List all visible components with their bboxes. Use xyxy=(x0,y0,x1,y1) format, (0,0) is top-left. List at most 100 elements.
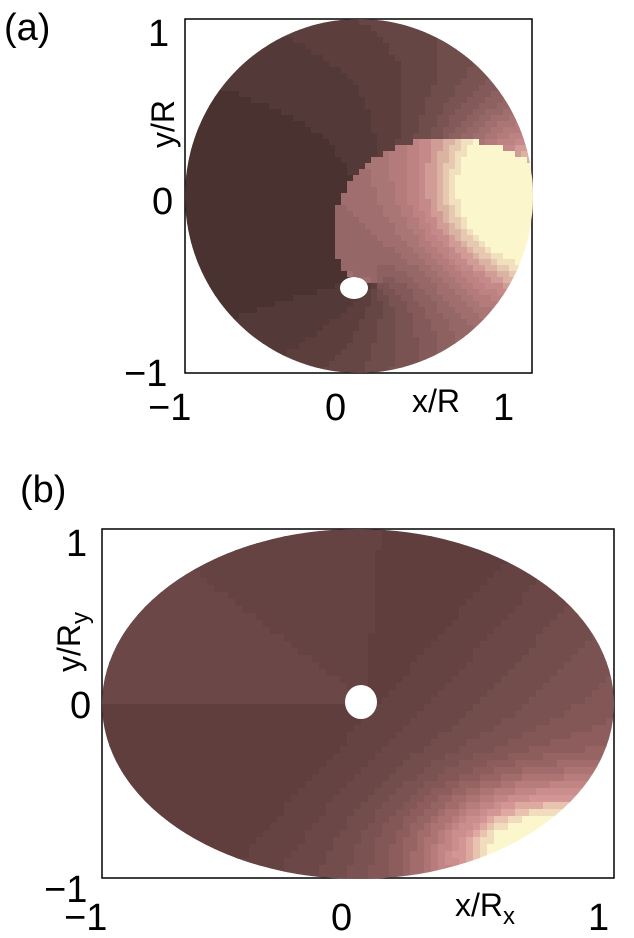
field-cell xyxy=(368,557,376,565)
field-cell xyxy=(550,641,558,649)
field-cell xyxy=(359,343,366,350)
field-cell xyxy=(419,331,426,338)
field-cell xyxy=(209,193,216,200)
field-cell xyxy=(564,613,572,621)
field-cell xyxy=(491,193,498,200)
field-cell xyxy=(299,211,306,218)
field-cell xyxy=(144,620,152,628)
field-cell xyxy=(311,217,318,224)
field-cell xyxy=(123,641,131,649)
field-cell xyxy=(305,543,313,551)
field-cell xyxy=(461,325,468,332)
field-cell xyxy=(293,199,300,206)
field-cell xyxy=(275,151,282,158)
field-cell xyxy=(592,669,600,677)
field-cell xyxy=(359,79,366,86)
field-cell xyxy=(410,571,418,579)
field-cell xyxy=(564,655,572,663)
field-cell xyxy=(245,157,252,164)
field-cell xyxy=(494,641,502,649)
field-cell xyxy=(221,223,228,230)
field-cell xyxy=(459,557,467,565)
field-cell xyxy=(209,211,216,218)
field-cell xyxy=(497,277,504,284)
field-cell xyxy=(371,205,378,212)
field-cell xyxy=(305,73,312,80)
field-cell xyxy=(353,199,360,206)
field-cell xyxy=(467,199,474,206)
field-cell xyxy=(284,662,292,670)
field-cell xyxy=(467,241,474,248)
field-cell xyxy=(347,121,354,128)
field-cell xyxy=(494,592,502,600)
field-cell xyxy=(200,634,208,642)
field-cell xyxy=(403,669,411,677)
field-cell xyxy=(209,109,216,116)
field-cell xyxy=(341,19,348,26)
field-cell xyxy=(299,331,306,338)
field-cell xyxy=(479,127,486,134)
field-cell xyxy=(263,325,270,332)
field-cell xyxy=(172,599,180,607)
field-cell xyxy=(431,634,439,642)
field-cell xyxy=(485,127,492,134)
field-cell xyxy=(311,331,318,338)
field-cell xyxy=(191,175,198,182)
field-cell xyxy=(193,592,201,600)
field-cell xyxy=(413,97,420,104)
field-cell xyxy=(179,592,187,600)
field-cell xyxy=(521,175,528,182)
field-cell xyxy=(508,578,516,586)
field-cell xyxy=(550,627,558,635)
field-cell xyxy=(461,139,468,146)
field-cell xyxy=(479,277,486,284)
field-cell xyxy=(221,655,229,663)
field-cell xyxy=(203,193,210,200)
field-cell xyxy=(466,578,474,586)
field-cell xyxy=(209,241,216,248)
field-cell xyxy=(383,139,390,146)
field-cell xyxy=(116,648,124,656)
field-cell xyxy=(221,662,229,670)
field-cell xyxy=(473,175,480,182)
field-cell xyxy=(305,301,312,308)
field-cell xyxy=(529,613,537,621)
field-cell xyxy=(485,181,492,188)
field-cell xyxy=(443,313,450,320)
field-cell xyxy=(291,543,299,551)
field-cell xyxy=(491,85,498,92)
field-cell xyxy=(445,571,453,579)
field-cell xyxy=(209,133,216,140)
field-cell xyxy=(564,648,572,656)
field-cell xyxy=(407,37,414,44)
field-cell xyxy=(209,283,216,290)
field-cell xyxy=(431,271,438,278)
field-cell xyxy=(340,550,348,558)
field-cell xyxy=(401,181,408,188)
field-cell xyxy=(480,585,488,593)
field-cell xyxy=(389,277,396,284)
field-cell xyxy=(375,613,383,621)
field-cell xyxy=(275,55,282,62)
field-cell xyxy=(249,557,257,565)
field-cell xyxy=(449,217,456,224)
field-cell xyxy=(438,543,446,551)
field-cell xyxy=(256,592,264,600)
field-cell xyxy=(215,187,222,194)
field-cell xyxy=(227,217,234,224)
field-cell xyxy=(371,151,378,158)
field-cell xyxy=(257,295,264,302)
field-cell xyxy=(341,109,348,116)
field-cell xyxy=(275,199,282,206)
field-cell xyxy=(382,592,390,600)
field-cell xyxy=(431,121,438,128)
field-cell xyxy=(403,620,411,628)
field-cell xyxy=(291,592,299,600)
field-cell xyxy=(221,145,228,152)
field-cell xyxy=(491,169,498,176)
field-cell xyxy=(419,289,426,296)
field-cell xyxy=(485,97,492,104)
field-cell xyxy=(257,145,264,152)
field-cell xyxy=(305,289,312,296)
field-cell xyxy=(299,223,306,230)
